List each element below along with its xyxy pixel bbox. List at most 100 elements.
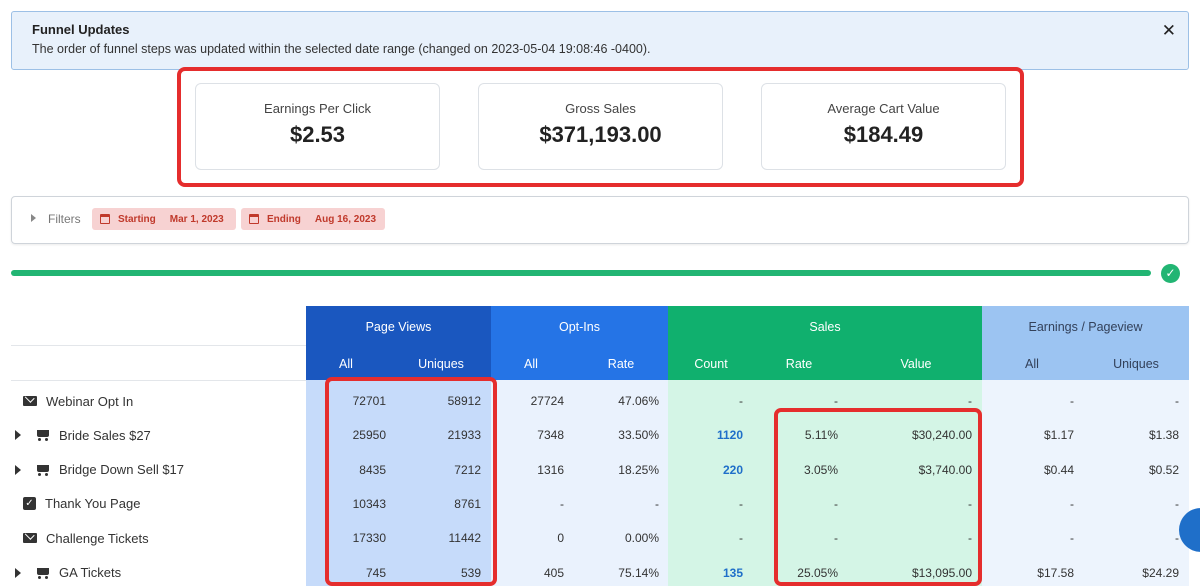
envelope-icon [23, 533, 37, 544]
table-cell-e-uniques: $1.38 [1148, 428, 1179, 443]
starting-value: Mar 1, 2023 [169, 213, 224, 225]
table-cell-s-value: - [968, 531, 972, 546]
ending-label: Ending [267, 213, 301, 225]
header-sales: Sales [668, 306, 982, 380]
table-cell-oi-rate: 47.06% [618, 394, 659, 408]
table-cell-pv-all: 10343 [352, 496, 386, 511]
stat-value: $2.53 [289, 122, 346, 147]
table-cell-s-count[interactable]: 1120 [716, 428, 743, 443]
subheader-s-value[interactable]: Value [900, 357, 932, 371]
table-cell-oi-rate: 0.00% [624, 531, 659, 546]
table-cell-pv-all: 8435 [359, 462, 386, 477]
page-views-highlight-box [325, 377, 497, 586]
table-cell-e-uniques: $24.29 [1142, 565, 1179, 580]
table-cell-oi-all: 27724 [530, 394, 564, 408]
table-cell-e-all: $1.17 [1043, 428, 1074, 443]
subheader-s-rate[interactable]: Rate [785, 357, 813, 371]
caret-right-icon[interactable] [31, 214, 36, 222]
close-icon[interactable]: ✕ [1161, 21, 1176, 40]
table-cell-s-count: - [739, 496, 743, 511]
table-cell-s-rate: 3.05% [803, 462, 838, 477]
table-cell-e-uniques: $0.52 [1148, 462, 1179, 477]
table-row-name[interactable]: Webinar Opt In [11, 384, 133, 418]
step-name: Thank You Page [45, 496, 141, 512]
filters-label[interactable]: Filters [48, 212, 81, 226]
stat-label: Average Cart Value [827, 101, 940, 116]
table-cell-s-value: $3,740.00 [918, 462, 972, 477]
table-cell-oi-rate: 75.14% [618, 565, 659, 580]
table-row-name[interactable]: Challenge Tickets [11, 521, 149, 555]
subheader-oi-rate[interactable]: Rate [607, 357, 635, 371]
header-divider [11, 345, 306, 346]
table-cell-oi-all: 0 [557, 531, 564, 546]
table-cell-e-all: - [1070, 531, 1074, 546]
table-cell-oi-all: 405 [543, 565, 564, 580]
table-cell-pv-uniques: 58912 [447, 394, 481, 408]
table-cell-e-all: $0.44 [1043, 462, 1074, 477]
subheader-oi-all[interactable]: All [524, 357, 538, 371]
sales-column [668, 380, 982, 586]
table-cell-oi-rate: 18.25% [618, 462, 659, 477]
step-name: GA Tickets [59, 565, 122, 580]
table-cell-pv-all: 17330 [352, 531, 386, 546]
earnings-column [982, 380, 1189, 586]
table-cell-s-rate: - [834, 394, 838, 408]
funnel-updates-alert: Funnel Updates The order of funnel steps… [11, 11, 1189, 70]
subheader-s-count[interactable]: Count [694, 357, 728, 371]
table-cell-e-all: - [1070, 496, 1074, 511]
step-name: Bride Sales $27 [59, 427, 151, 443]
stat-card-earnings-per-click: Earnings Per Click $2.53 [195, 83, 440, 170]
starting-date-chip[interactable]: Starting Mar 1, 2023 [92, 208, 236, 230]
calendar-icon [249, 214, 259, 224]
ending-date-chip[interactable]: Ending Aug 16, 2023 [241, 208, 385, 230]
filters-panel[interactable]: Filters Starting Mar 1, 2023 Ending Aug … [11, 196, 1189, 244]
step-name: Webinar Opt In [46, 393, 134, 409]
subheader-pv-uniques[interactable]: Uniques [418, 357, 464, 371]
step-name: Bridge Down Sell $17 [59, 462, 185, 478]
table-cell-pv-uniques: 7212 [454, 462, 481, 477]
table-cell-e-uniques: - [1175, 394, 1179, 408]
stat-label: Gross Sales [565, 101, 636, 116]
alert-title: Funnel Updates [32, 22, 130, 37]
table-cell-oi-all: - [560, 496, 564, 511]
subheader-e-uniques[interactable]: Uniques [1113, 357, 1159, 371]
table-cell-s-count[interactable]: 220 [722, 462, 743, 477]
expand-caret-icon[interactable] [15, 430, 21, 441]
stat-value: $371,193.00 [539, 122, 662, 147]
envelope-icon [23, 396, 37, 406]
ending-value: Aug 16, 2023 [314, 213, 377, 225]
table-cell-pv-uniques: 539 [460, 565, 481, 580]
chat-button[interactable] [1179, 508, 1200, 552]
alert-message: The order of funnel steps was updated wi… [32, 42, 651, 56]
table-row-name[interactable]: Bride Sales $27 [11, 418, 151, 452]
subheader-e-all[interactable]: All [1025, 357, 1039, 371]
header-earnings-pageview: Earnings / Pageview [982, 306, 1189, 380]
expand-caret-icon[interactable] [15, 567, 21, 578]
stat-card-gross-sales: Gross Sales $371,193.00 [478, 83, 723, 170]
table-cell-pv-all: 745 [365, 565, 386, 580]
sales-highlight-box [774, 408, 982, 586]
progress-bar [11, 270, 1151, 276]
stats-highlight-box [177, 67, 1024, 187]
stat-label: Earnings Per Click [264, 101, 371, 116]
table-cell-s-value: - [968, 496, 972, 511]
header-page-views: Page Views [306, 306, 491, 380]
step-name: Challenge Tickets [46, 530, 149, 546]
table-cell-s-count: - [739, 531, 743, 546]
table-row-name[interactable]: GA Tickets [11, 556, 121, 586]
table-cell-pv-uniques: 21933 [447, 428, 481, 443]
header-opt-ins: Opt-Ins [491, 306, 668, 380]
table-row-name[interactable]: ✓ Thank You Page [11, 487, 140, 521]
cart-icon [35, 567, 50, 579]
subheader-pv-all[interactable]: All [339, 357, 353, 371]
cart-icon [35, 464, 50, 476]
table-cell-s-count[interactable]: 135 [722, 565, 743, 580]
checkbox-icon: ✓ [23, 497, 36, 511]
table-row-name[interactable]: Bridge Down Sell $17 [11, 453, 184, 487]
expand-caret-icon[interactable] [15, 464, 21, 475]
table-cell-s-value: $30,240.00 [911, 428, 972, 443]
stat-card-average-cart-value: Average Cart Value $184.49 [761, 83, 1006, 170]
table-cell-s-rate: - [834, 496, 838, 511]
table-cell-oi-all: 1316 [537, 462, 564, 477]
table-cell-e-uniques: - [1175, 496, 1179, 511]
